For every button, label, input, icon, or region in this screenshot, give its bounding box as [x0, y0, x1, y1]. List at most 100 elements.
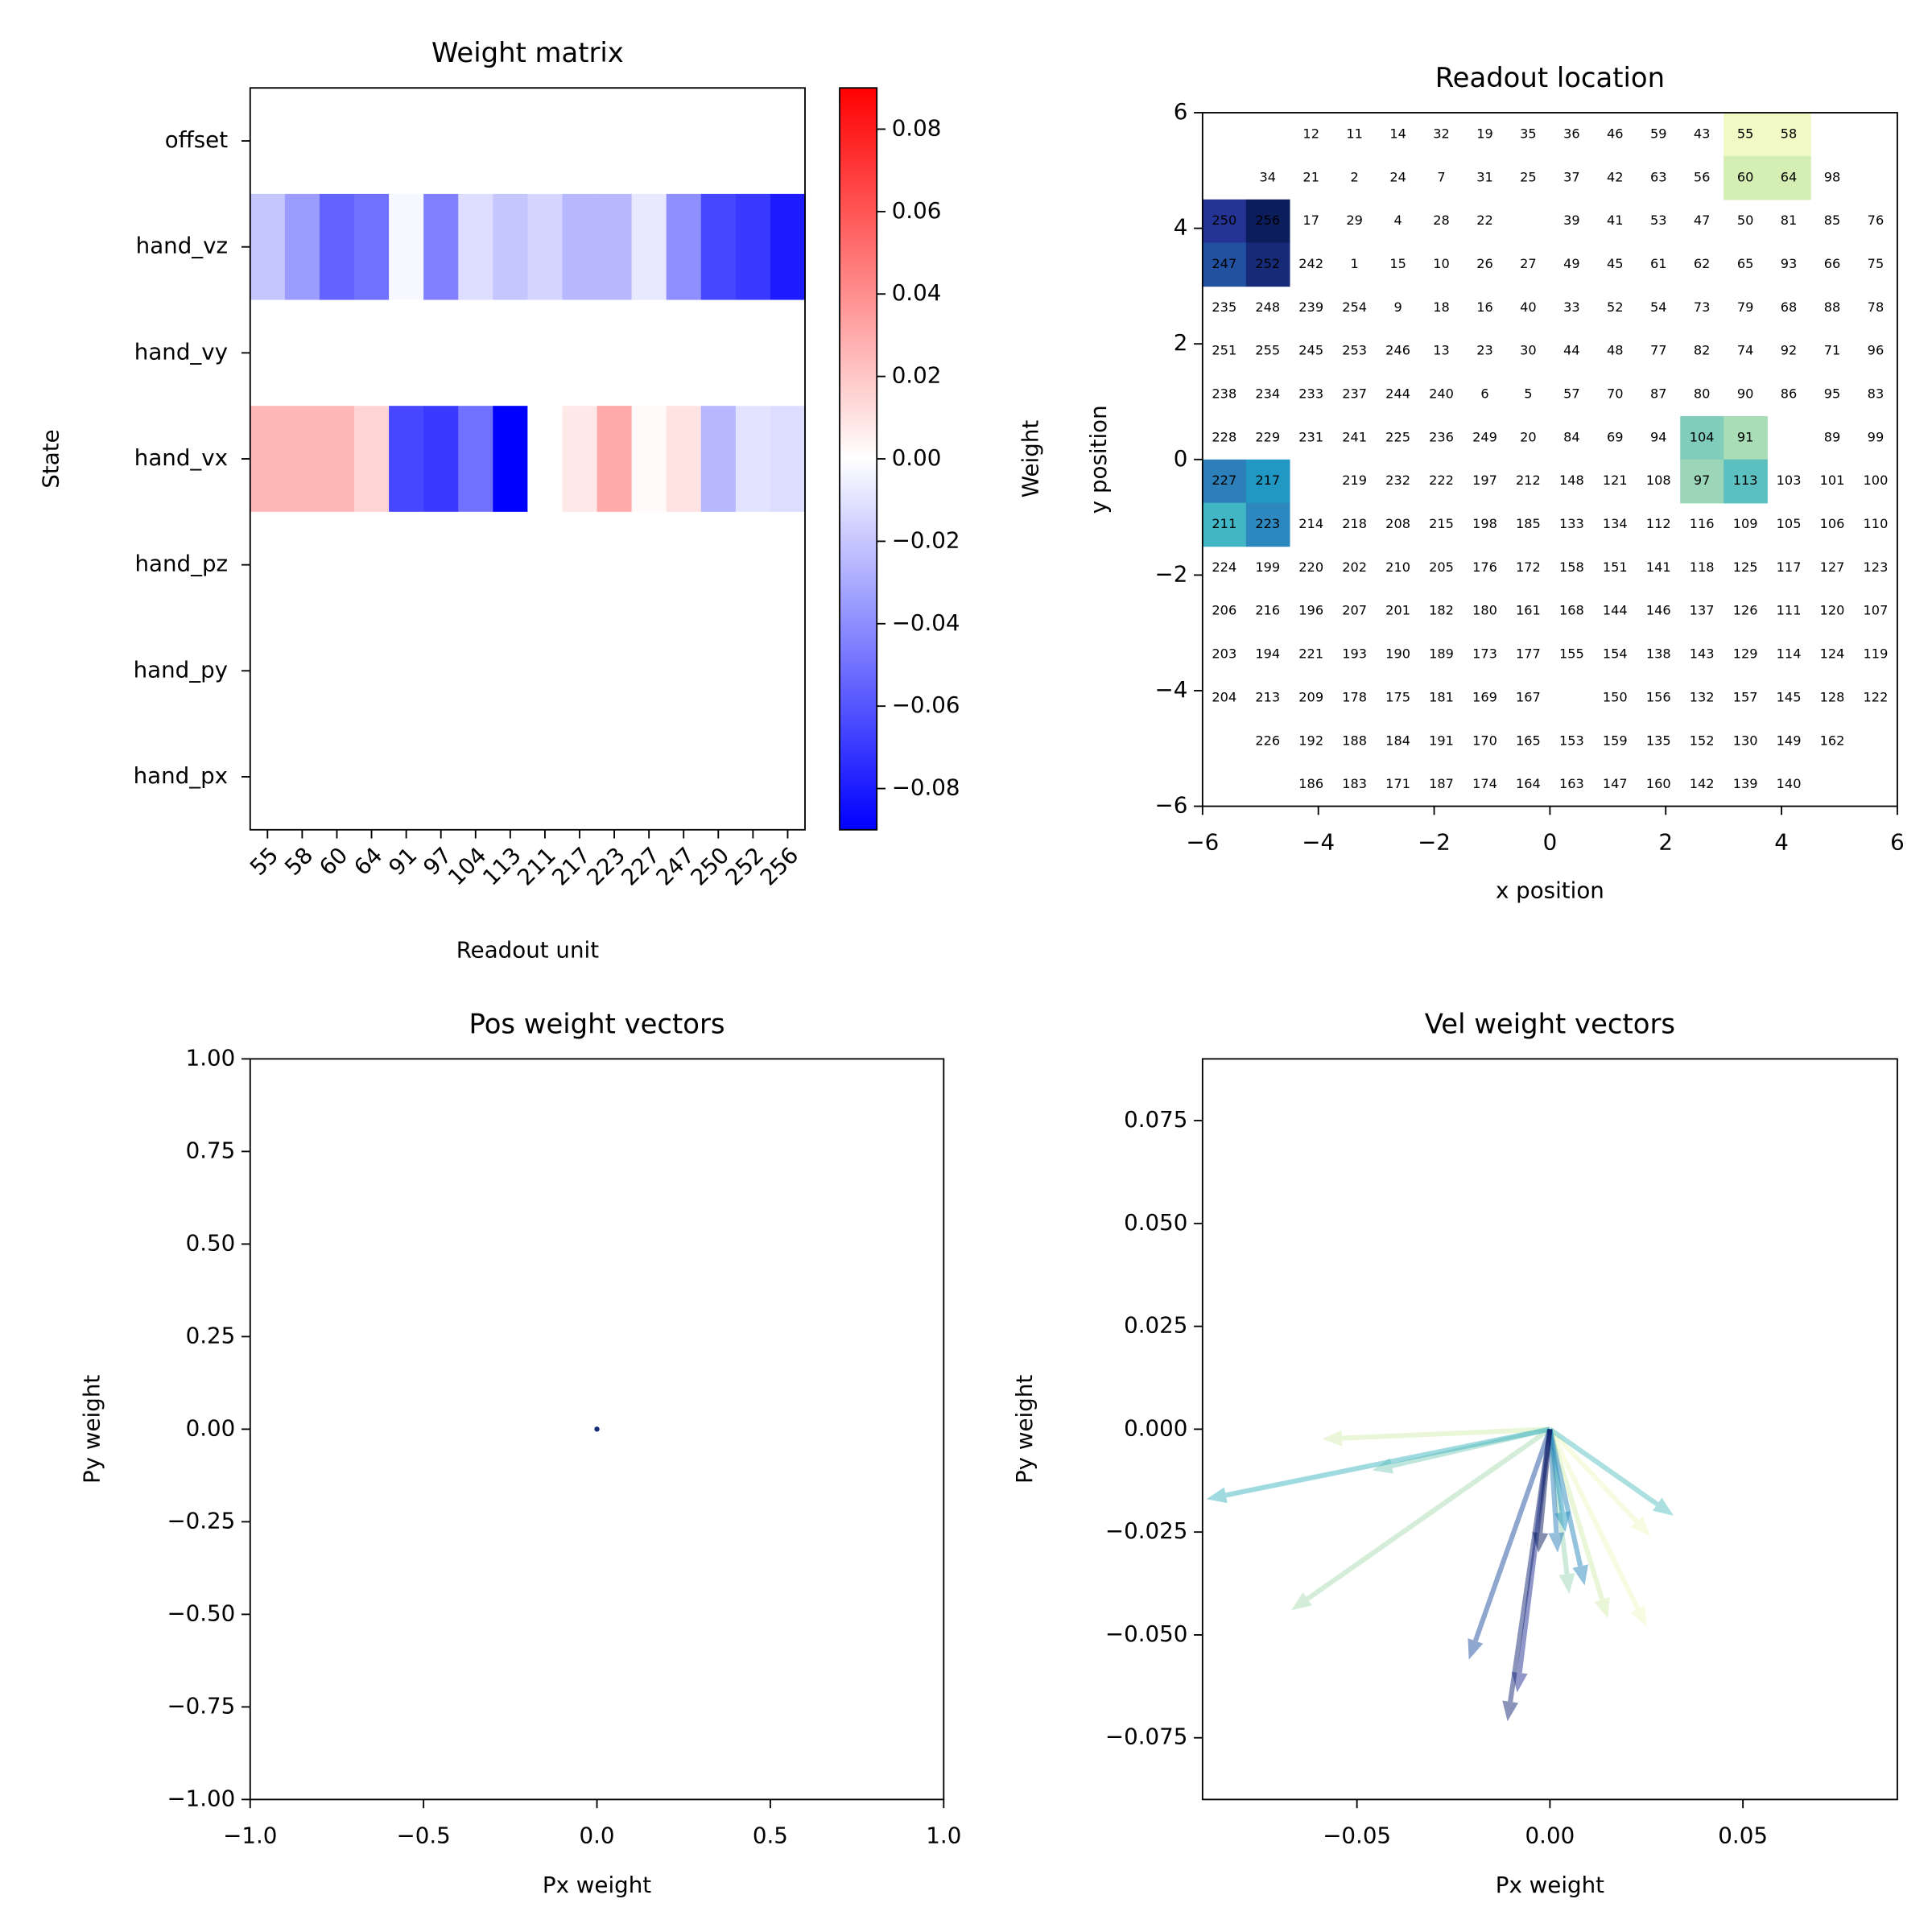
- y-tick-label: 0.50: [186, 1229, 236, 1256]
- unit-label: 90: [1737, 386, 1754, 401]
- unit-label: 218: [1342, 516, 1367, 531]
- unit-label: 155: [1559, 646, 1584, 662]
- heatmap-cell: [770, 511, 806, 619]
- unit-label: 91: [1737, 429, 1754, 444]
- heatmap-cell: [700, 511, 737, 619]
- unit-label: 214: [1298, 516, 1323, 531]
- highlight-cell: [1202, 502, 1247, 547]
- heatmap-cell: [354, 406, 390, 513]
- unit-label: 121: [1603, 473, 1628, 488]
- heatmap-cell: [354, 511, 390, 619]
- unit-label: 82: [1694, 343, 1711, 358]
- unit-label: 244: [1385, 386, 1410, 401]
- unit-label: 204: [1212, 689, 1236, 704]
- unit-label: 207: [1342, 603, 1367, 618]
- heatmap-cell: [597, 88, 633, 195]
- heatmap-cell: [597, 511, 633, 619]
- unit-label: 50: [1737, 213, 1754, 228]
- unit-label: 164: [1516, 776, 1541, 791]
- vector-head: [1322, 1430, 1343, 1447]
- weight-vector: [1291, 1426, 1552, 1611]
- x-tick-label: 256: [755, 842, 804, 891]
- unit-label: 193: [1342, 646, 1367, 662]
- unit-label: 194: [1255, 646, 1280, 662]
- colorbar-tick-label: −0.02: [892, 526, 960, 553]
- unit-label: 79: [1737, 299, 1754, 315]
- y-tick-label: −1.00: [167, 1785, 235, 1811]
- unit-label: 77: [1650, 343, 1667, 358]
- heatmap-cell: [527, 617, 564, 724]
- heatmap-cell: [770, 406, 806, 513]
- unit-label: 223: [1255, 516, 1280, 531]
- unit-label: 213: [1255, 689, 1280, 704]
- heatmap-cell: [700, 193, 737, 301]
- unit-label: 63: [1650, 169, 1667, 184]
- unit-label: 126: [1733, 603, 1758, 618]
- unit-label: 237: [1342, 386, 1367, 401]
- unit-label: 169: [1472, 689, 1497, 704]
- heatmap-cell: [284, 193, 320, 301]
- vector-head: [1554, 1511, 1571, 1533]
- x-tick-label: 0.05: [1718, 1823, 1768, 1849]
- unit-label: 112: [1646, 516, 1671, 531]
- heatmap-cell: [735, 724, 771, 831]
- vector-shaft: [1547, 1428, 1641, 1610]
- heatmap-cell: [735, 511, 771, 619]
- unit-label: 142: [1690, 776, 1715, 791]
- unit-label: 96: [1868, 343, 1885, 358]
- y-tick-label: hand_vy: [134, 338, 228, 365]
- unit-label: 47: [1694, 213, 1711, 228]
- heatmap-cell: [597, 299, 633, 407]
- weight-vector: [1547, 1428, 1588, 1586]
- unit-label: 225: [1385, 429, 1410, 444]
- unit-label: 87: [1650, 386, 1667, 401]
- unit-label: 98: [1824, 169, 1841, 184]
- unit-label: 85: [1824, 213, 1841, 228]
- heatmap-cell: [458, 511, 494, 619]
- heatmap-cell: [597, 617, 633, 724]
- y-tick-label: −0.50: [167, 1600, 235, 1626]
- unit-label: 135: [1646, 733, 1671, 748]
- unit-label: 58: [1781, 126, 1798, 141]
- heatmap-cell: [597, 406, 633, 513]
- chart-title: Vel weight vectors: [1425, 1008, 1675, 1039]
- unit-label: 111: [1777, 603, 1802, 618]
- x-tick-label: 91: [383, 842, 422, 881]
- unit-label: 162: [1820, 733, 1845, 748]
- vector-shaft: [1341, 1426, 1550, 1441]
- heatmap-cell: [423, 406, 459, 513]
- weight-vector: [1547, 1428, 1647, 1627]
- heatmap-cell: [631, 299, 667, 407]
- unit-label: 105: [1777, 516, 1802, 531]
- unit-label: 94: [1650, 429, 1667, 444]
- unit-label: 220: [1298, 559, 1323, 575]
- unit-label: 36: [1563, 126, 1580, 141]
- unit-label: 138: [1646, 646, 1671, 662]
- unit-label: 16: [1476, 299, 1493, 315]
- highlight-cell: [1202, 459, 1247, 504]
- y-tick-label: −0.025: [1105, 1517, 1187, 1544]
- axes-frame: [1201, 1058, 1898, 1801]
- heatmap-cell: [562, 193, 598, 301]
- unit-label: 174: [1472, 776, 1497, 791]
- unit-label: 43: [1694, 126, 1711, 141]
- unit-label: 173: [1472, 646, 1497, 662]
- unit-label: 80: [1694, 386, 1711, 401]
- heatmap-cell: [493, 88, 529, 195]
- unit-label: 61: [1650, 256, 1667, 271]
- colorbar-tick-label: 0.04: [892, 279, 942, 306]
- heatmap-cell: [735, 193, 771, 301]
- y-tick-label: hand_vx: [134, 444, 228, 471]
- unit-label: 256: [1255, 213, 1280, 228]
- unit-label: 222: [1429, 473, 1454, 488]
- highlight-cell: [1724, 415, 1768, 460]
- unit-label: 68: [1781, 299, 1798, 315]
- weight-vector: [1468, 1428, 1553, 1660]
- unit-label: 156: [1646, 689, 1671, 704]
- x-tick-label: 0.00: [1525, 1823, 1575, 1849]
- vector-shaft: [1548, 1427, 1639, 1524]
- heatmap-cell: [631, 511, 667, 619]
- unit-label: 118: [1690, 559, 1715, 575]
- unit-label: 236: [1429, 429, 1454, 444]
- x-axis-label: Px weight: [543, 1872, 651, 1898]
